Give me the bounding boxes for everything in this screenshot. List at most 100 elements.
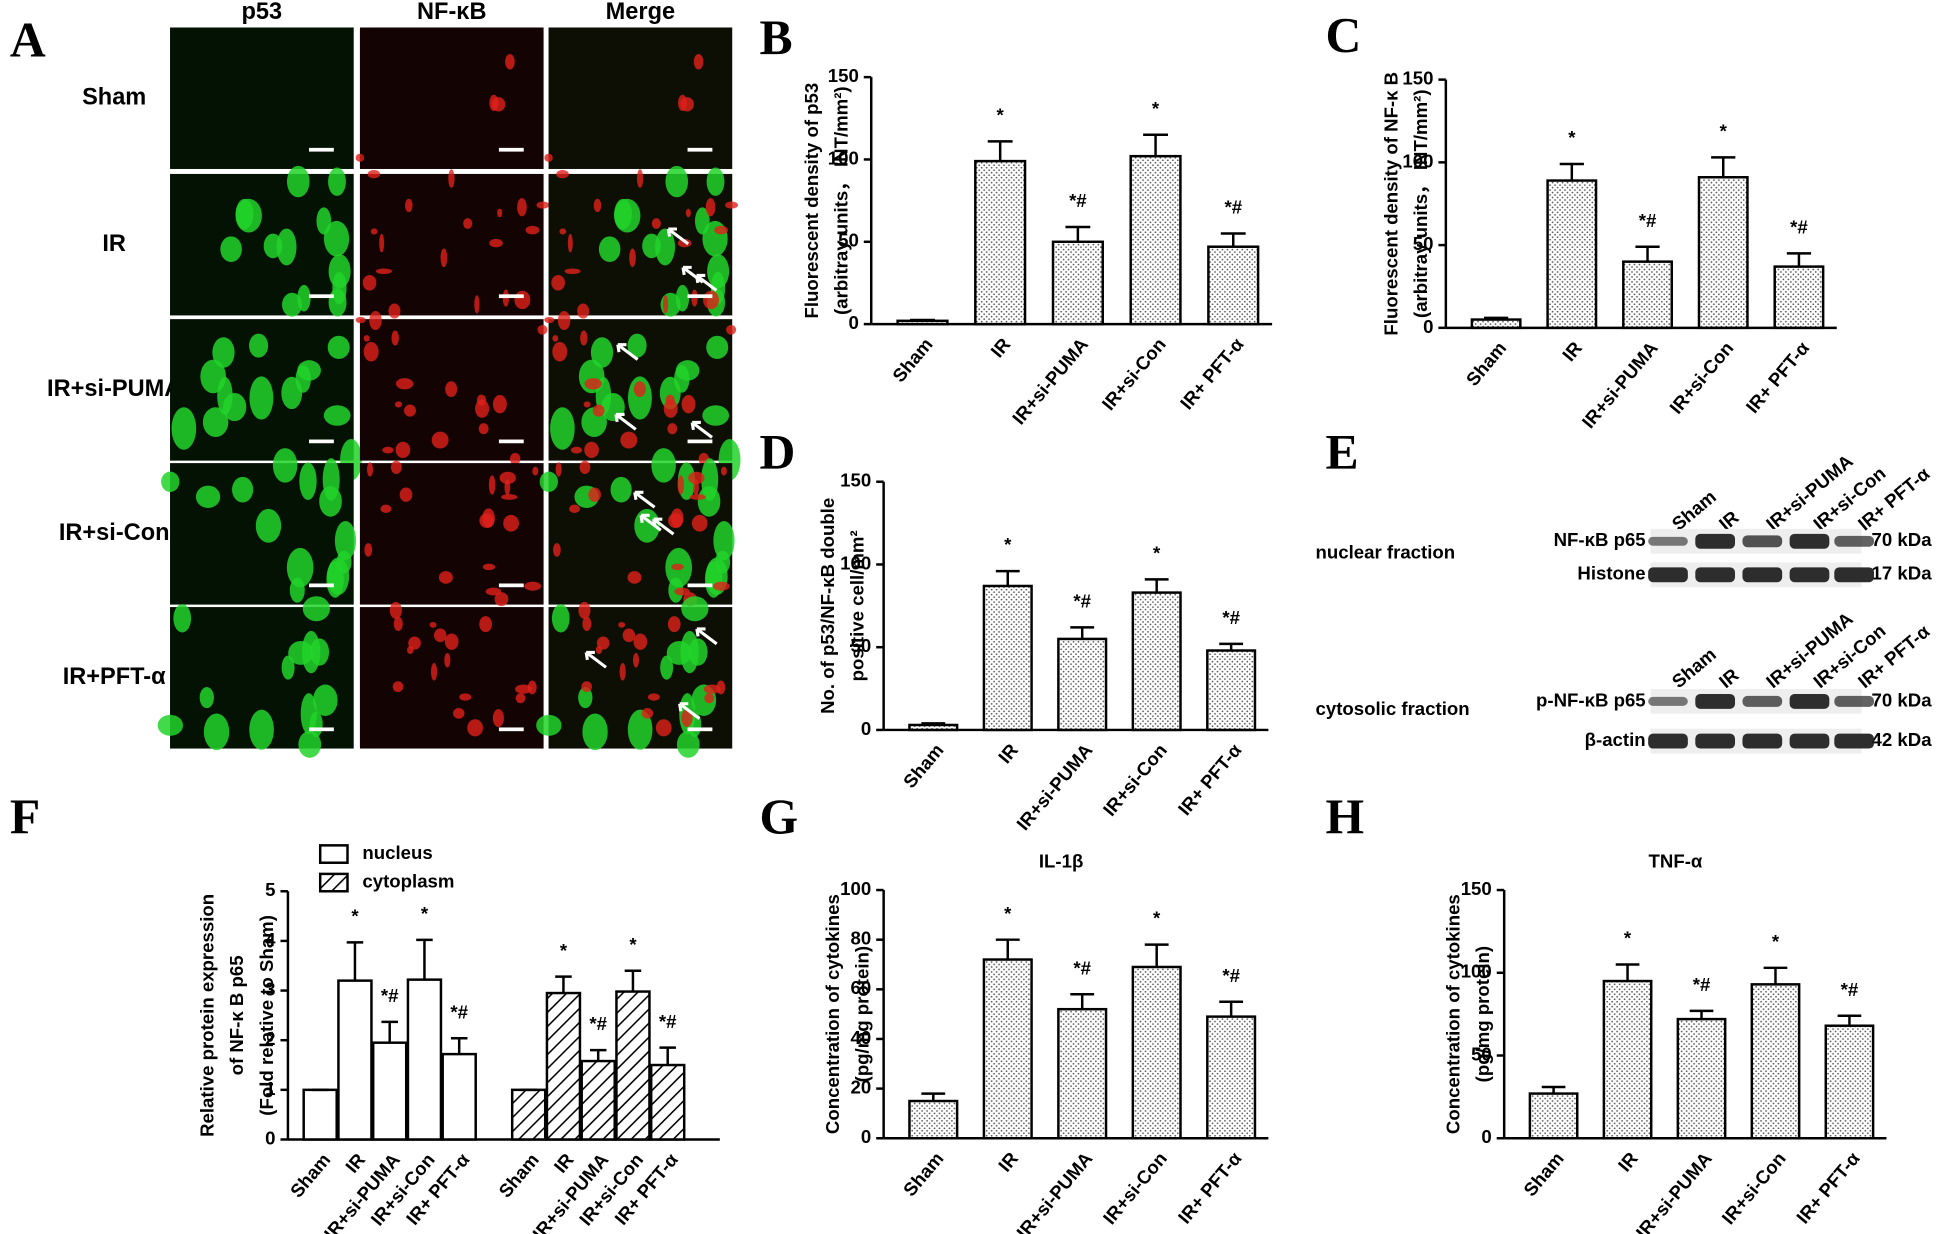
red-cell [681,709,693,728]
x-tick-label: IR+ PFT-α [1174,739,1246,819]
band-label: p-NF-κB p65 [1536,689,1646,710]
red-cell [559,228,567,235]
scale-bar [498,147,524,152]
green-cell [249,376,274,420]
red-cell [532,466,539,476]
green-cell [309,638,330,666]
red-cell [440,248,448,268]
red-cell [691,514,708,532]
green-cell [614,198,632,230]
error-bar [1143,133,1168,157]
bar [982,958,1033,1140]
red-cell [362,274,377,291]
bar [1057,1007,1108,1140]
annotation: * [1004,534,1012,555]
scale-bar [498,727,524,732]
bar [615,990,651,1141]
scale-bar [687,439,713,444]
x-tick-label: IR+si-PUMA [1012,740,1096,835]
scale-bar [309,583,334,588]
x-tick-label: IR+si-PUMA [1012,1148,1096,1234]
green-cell [297,360,321,381]
red-cell [504,479,511,496]
red-cell [564,268,581,275]
error-bar [1635,245,1660,262]
arrow [633,490,656,509]
green-cell [610,476,632,503]
red-cell [580,330,588,346]
bar [649,1063,686,1141]
red-cell [712,581,730,591]
red-cell [366,462,374,477]
error-bar [1220,232,1246,247]
annotation: *# [659,1011,677,1032]
red-cell [688,471,705,485]
red-cell [584,378,602,390]
scale-bar [498,583,524,588]
band [1834,695,1875,707]
bar [1528,1092,1579,1140]
green-cell [288,641,314,665]
arrow [614,412,637,431]
green-cell [322,458,340,501]
red-cell [693,479,699,496]
bar [1697,176,1749,330]
red-cell [355,153,365,162]
annotation: * [1624,928,1632,949]
green-cell [323,220,350,257]
column-header: NF-κB [417,0,486,24]
band [1789,733,1830,749]
column-header: p53 [242,0,283,24]
error-bar [1219,1000,1244,1017]
red-cell [583,401,591,408]
red-cell [671,563,684,571]
red-cell [662,295,669,314]
green-cell [660,655,674,680]
micrograph-bg [359,463,544,605]
red-cell [622,628,636,643]
red-cell [651,218,661,229]
error-bar [1065,225,1091,242]
green-cell [299,462,317,501]
micrograph [157,596,354,758]
red-cell [367,169,381,179]
micrograph-bg [170,173,354,316]
bar [1057,637,1108,732]
green-cell [281,655,295,680]
red-cell [492,395,507,414]
green-cell [651,448,676,483]
band [1695,693,1736,709]
arrow [690,420,713,439]
error-bar [1070,993,1095,1010]
red-cell [551,274,565,291]
bar [302,1088,338,1141]
red-cell [475,399,490,418]
green-cell [666,641,692,665]
red-cell [524,581,542,591]
green-cell [655,228,676,266]
x-tick-label: IR+si-Con [1718,1148,1790,1228]
micrograph [539,448,735,607]
error-bar [450,1036,468,1055]
red-cell [430,663,438,681]
red-cell [390,460,402,474]
bar [1676,1017,1727,1140]
error-bar [1559,162,1584,181]
red-cell [567,233,573,253]
red-cell [620,431,638,449]
annotation: *# [1693,974,1711,995]
green-cell [681,596,709,622]
red-cell [429,621,437,628]
micrograph-bg [548,27,733,169]
annotation: * [560,940,568,961]
arrow [616,343,639,361]
arrow [681,265,704,284]
red-cell [636,169,644,188]
error-bar [1541,1085,1566,1094]
red-cell [392,681,404,693]
green-cell [289,577,305,603]
error-bar [1837,1014,1862,1026]
error-bar [346,941,364,981]
green-cell [249,333,269,358]
band [1695,733,1736,749]
